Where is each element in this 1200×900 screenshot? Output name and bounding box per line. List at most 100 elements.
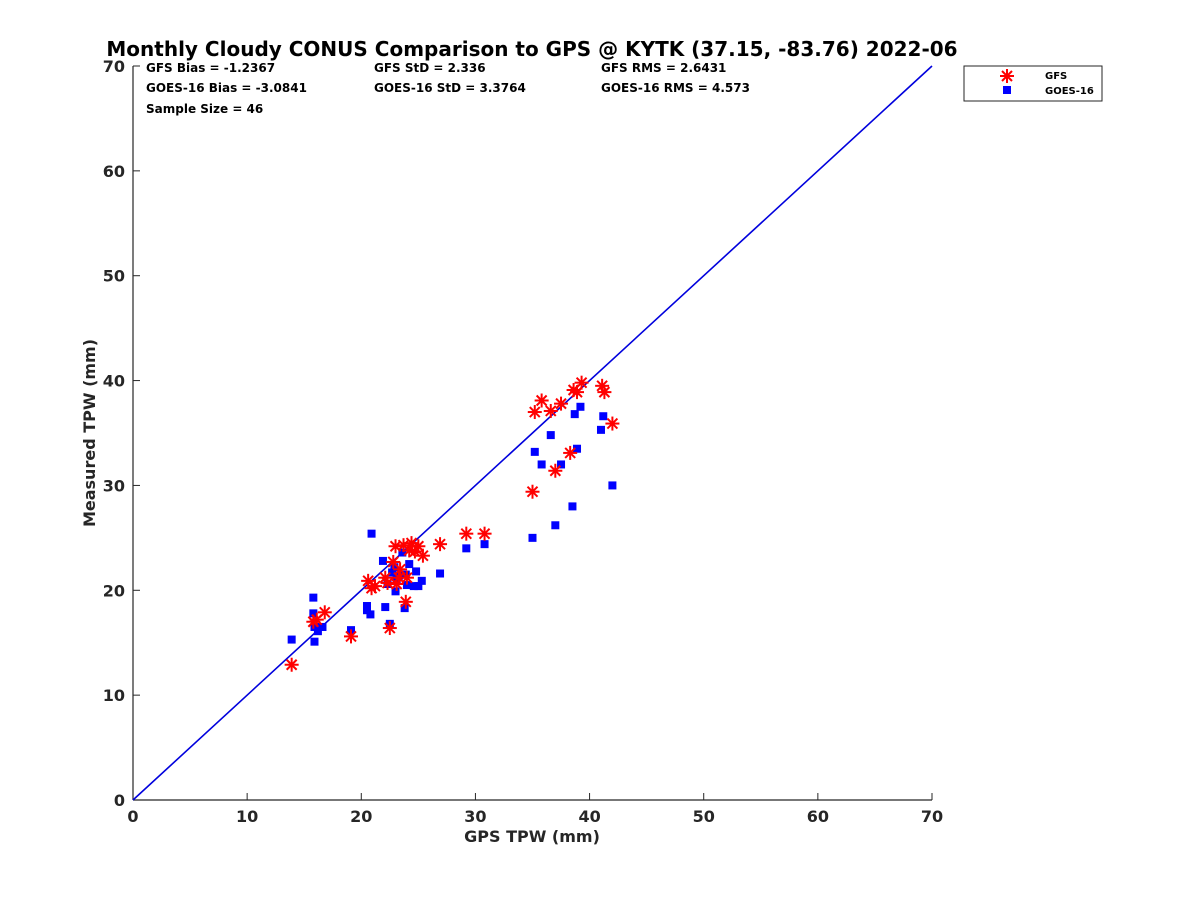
goes-16-point (557, 460, 566, 469)
goes-16-point (417, 576, 426, 585)
one-to-one-line (132, 65, 933, 801)
x-tick-label: 70 (921, 807, 943, 826)
goes-16-point (546, 431, 555, 440)
y-tick-label: 70 (103, 57, 125, 76)
tick-layer: 0 10 20 30 40 50 60 70 0 10 20 30 40 50 60 70 (103, 57, 943, 826)
axes-frame (132, 66, 932, 801)
goes-16-point (530, 447, 539, 456)
gfs-point (548, 463, 563, 478)
gfs-point (284, 657, 299, 672)
goes-bias-text: GOES-16 Bias = -3.0841 (146, 81, 307, 95)
goes-16-point (402, 581, 411, 590)
goes-16-point (576, 402, 585, 411)
x-tick-label: 40 (578, 807, 600, 826)
gfs-point (554, 396, 569, 411)
goes-16-point (362, 602, 371, 611)
y-axis-label: Measured TPW (mm) (80, 339, 99, 527)
goes-16-point (318, 622, 327, 631)
goes-16-point (310, 637, 319, 646)
gfs-point (382, 621, 397, 636)
y-tick-label: 40 (103, 372, 125, 391)
legend-box (963, 65, 1103, 102)
gfs-point (380, 575, 395, 590)
goes-16-point (362, 606, 371, 615)
y-tick-label: 10 (103, 686, 125, 705)
y-tick-label: 30 (103, 476, 125, 495)
y-tick-label: 60 (103, 162, 125, 181)
gfs-point (574, 375, 589, 390)
chart-title: Monthly Cloudy CONUS Comparison to GPS @… (106, 37, 957, 61)
goes-16-point (528, 533, 537, 542)
gfs-point (393, 562, 408, 577)
goes-16-point (309, 593, 318, 602)
goes-16-point (568, 502, 577, 511)
goes-16-point (398, 548, 407, 557)
x-tick-label: 50 (693, 807, 715, 826)
gfs-point (398, 594, 413, 609)
goes-16-point (573, 444, 582, 453)
gfs-bias-text: GFS Bias = -1.2367 (146, 61, 275, 75)
gfs-point (527, 405, 542, 420)
legend-goes-marker (1003, 86, 1011, 94)
x-tick-label: 30 (464, 807, 486, 826)
legend: GFS GOES-16 (963, 65, 1103, 102)
sample-size-text: Sample Size = 46 (146, 102, 263, 116)
x-tick-label: 20 (350, 807, 372, 826)
goes-16-point (400, 604, 409, 613)
gfs-std-text: GFS StD = 2.336 (374, 61, 486, 75)
goes-16-point (309, 609, 318, 618)
gfs-point (399, 570, 414, 585)
gfs-point (344, 629, 359, 644)
gfs-point (597, 385, 612, 400)
gfs-point (415, 548, 430, 563)
gfs-point (525, 484, 540, 499)
gfs-point (317, 605, 332, 620)
goes-16-point (287, 635, 296, 644)
gfs-point (433, 537, 448, 552)
gfs-point (543, 403, 558, 418)
goes-16-point (412, 567, 421, 576)
x-tick-label: 10 (236, 807, 258, 826)
goes-16-point (367, 529, 376, 538)
goes-16-point (599, 412, 608, 421)
goes-16-point (378, 556, 387, 565)
scatter-points (284, 375, 620, 672)
goes-16-point (391, 587, 400, 596)
y-tick-label: 20 (103, 581, 125, 600)
goes-16-point (409, 582, 418, 591)
goes-16-point (537, 460, 546, 469)
x-tick-label: 60 (807, 807, 829, 826)
gfs-point (534, 393, 549, 408)
goes-rms-text: GOES-16 RMS = 4.573 (601, 81, 750, 95)
goes-16-point (310, 622, 319, 631)
goes-16-point (366, 610, 375, 619)
gfs-point (563, 445, 578, 460)
goes-16-point (390, 563, 399, 572)
gfs-point (459, 526, 474, 541)
goes-std-text: GOES-16 StD = 3.3764 (374, 81, 526, 95)
x-tick-label: 0 (127, 807, 138, 826)
reference-line-layer (132, 65, 933, 801)
legend-goes-label: GOES-16 (1045, 86, 1094, 97)
goes-16-point (414, 582, 423, 591)
y-tick-label: 50 (103, 267, 125, 286)
gfs-point (388, 539, 403, 554)
goes-16-point (480, 540, 489, 549)
legend-gfs-marker (1000, 69, 1014, 83)
goes-16-point (596, 425, 605, 434)
gfs-rms-text: GFS RMS = 2.6431 (601, 61, 726, 75)
goes-16-point (313, 627, 322, 636)
goes-16-point (401, 570, 410, 579)
goes-16-point (436, 569, 445, 578)
goes-16-point (608, 481, 617, 490)
gfs-point (367, 579, 382, 594)
legend-gfs-label: GFS (1045, 71, 1067, 82)
goes-16-point (570, 410, 579, 419)
stats-block: GFS Bias = -1.2367 GOES-16 Bias = -3.084… (146, 61, 750, 116)
y-tick-label: 0 (114, 791, 125, 810)
goes-16-point (388, 568, 397, 577)
goes-16-point (405, 560, 414, 569)
gfs-point (477, 526, 492, 541)
